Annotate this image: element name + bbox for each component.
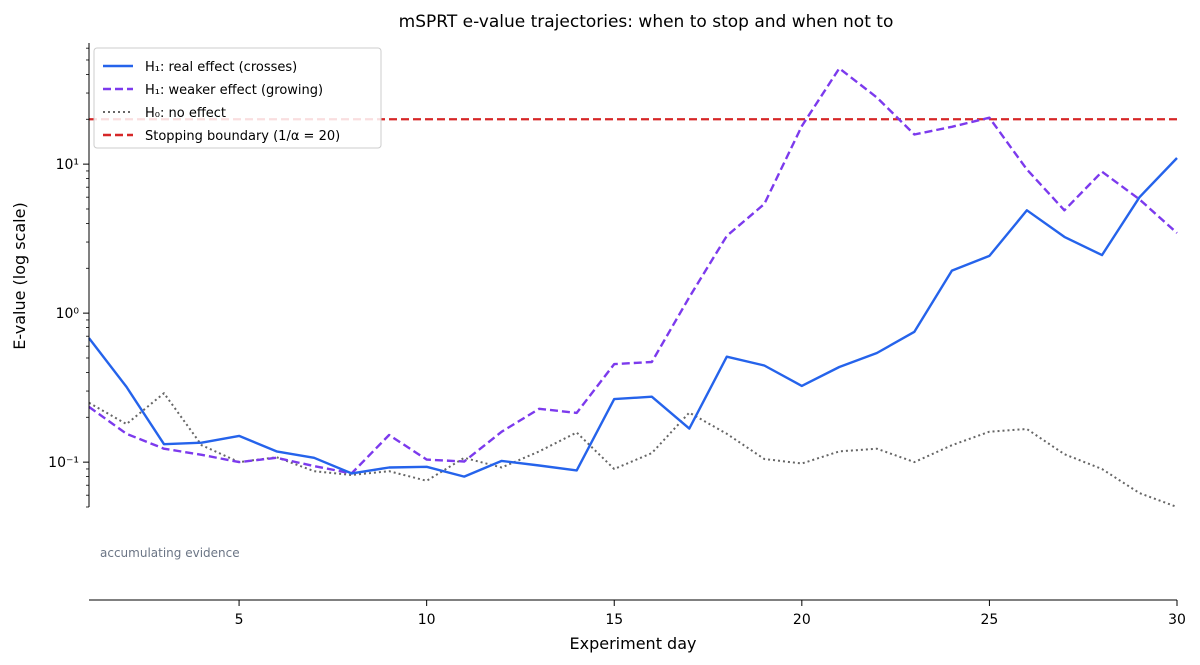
y-tick-label: 10¹ [56, 157, 79, 173]
legend-label-1: H₁: weaker effect (growing) [145, 83, 323, 98]
y-tick-label: 10⁰ [56, 306, 80, 322]
y-ticks: 10⁻¹ 10⁰ 10¹ [48, 47, 89, 508]
legend: H₁: real effect (crosses) H₁: weaker effe… [93, 47, 382, 149]
x-axis-title: Experiment day [570, 634, 697, 653]
x-ticks: 5 10 15 20 25 30 [235, 600, 1186, 628]
legend-label-0: H₁: real effect (crosses) [145, 60, 297, 75]
y-tick-label: 10⁻¹ [48, 455, 79, 471]
x-tick-label: 5 [235, 612, 244, 628]
chart-title: mSPRT e-value trajectories: when to stop… [399, 12, 894, 32]
legend-label-2: H₀: no effect [145, 106, 226, 121]
series-line-2 [88, 392, 1178, 508]
x-tick-label: 10 [418, 612, 436, 628]
legend-frame [93, 47, 382, 149]
legend-label-3: Stopping boundary (1/α = 20) [145, 129, 340, 144]
x-tick-label: 15 [605, 612, 623, 628]
annotation-accumulating-evidence: accumulating evidence [100, 546, 240, 560]
x-tick-label: 25 [980, 612, 998, 628]
series-line-0 [88, 157, 1178, 478]
x-tick-label: 30 [1168, 612, 1186, 628]
x-tick-label: 20 [793, 612, 811, 628]
y-axis-title: E-value (log scale) [10, 202, 29, 349]
series-line-1 [88, 67, 1178, 475]
